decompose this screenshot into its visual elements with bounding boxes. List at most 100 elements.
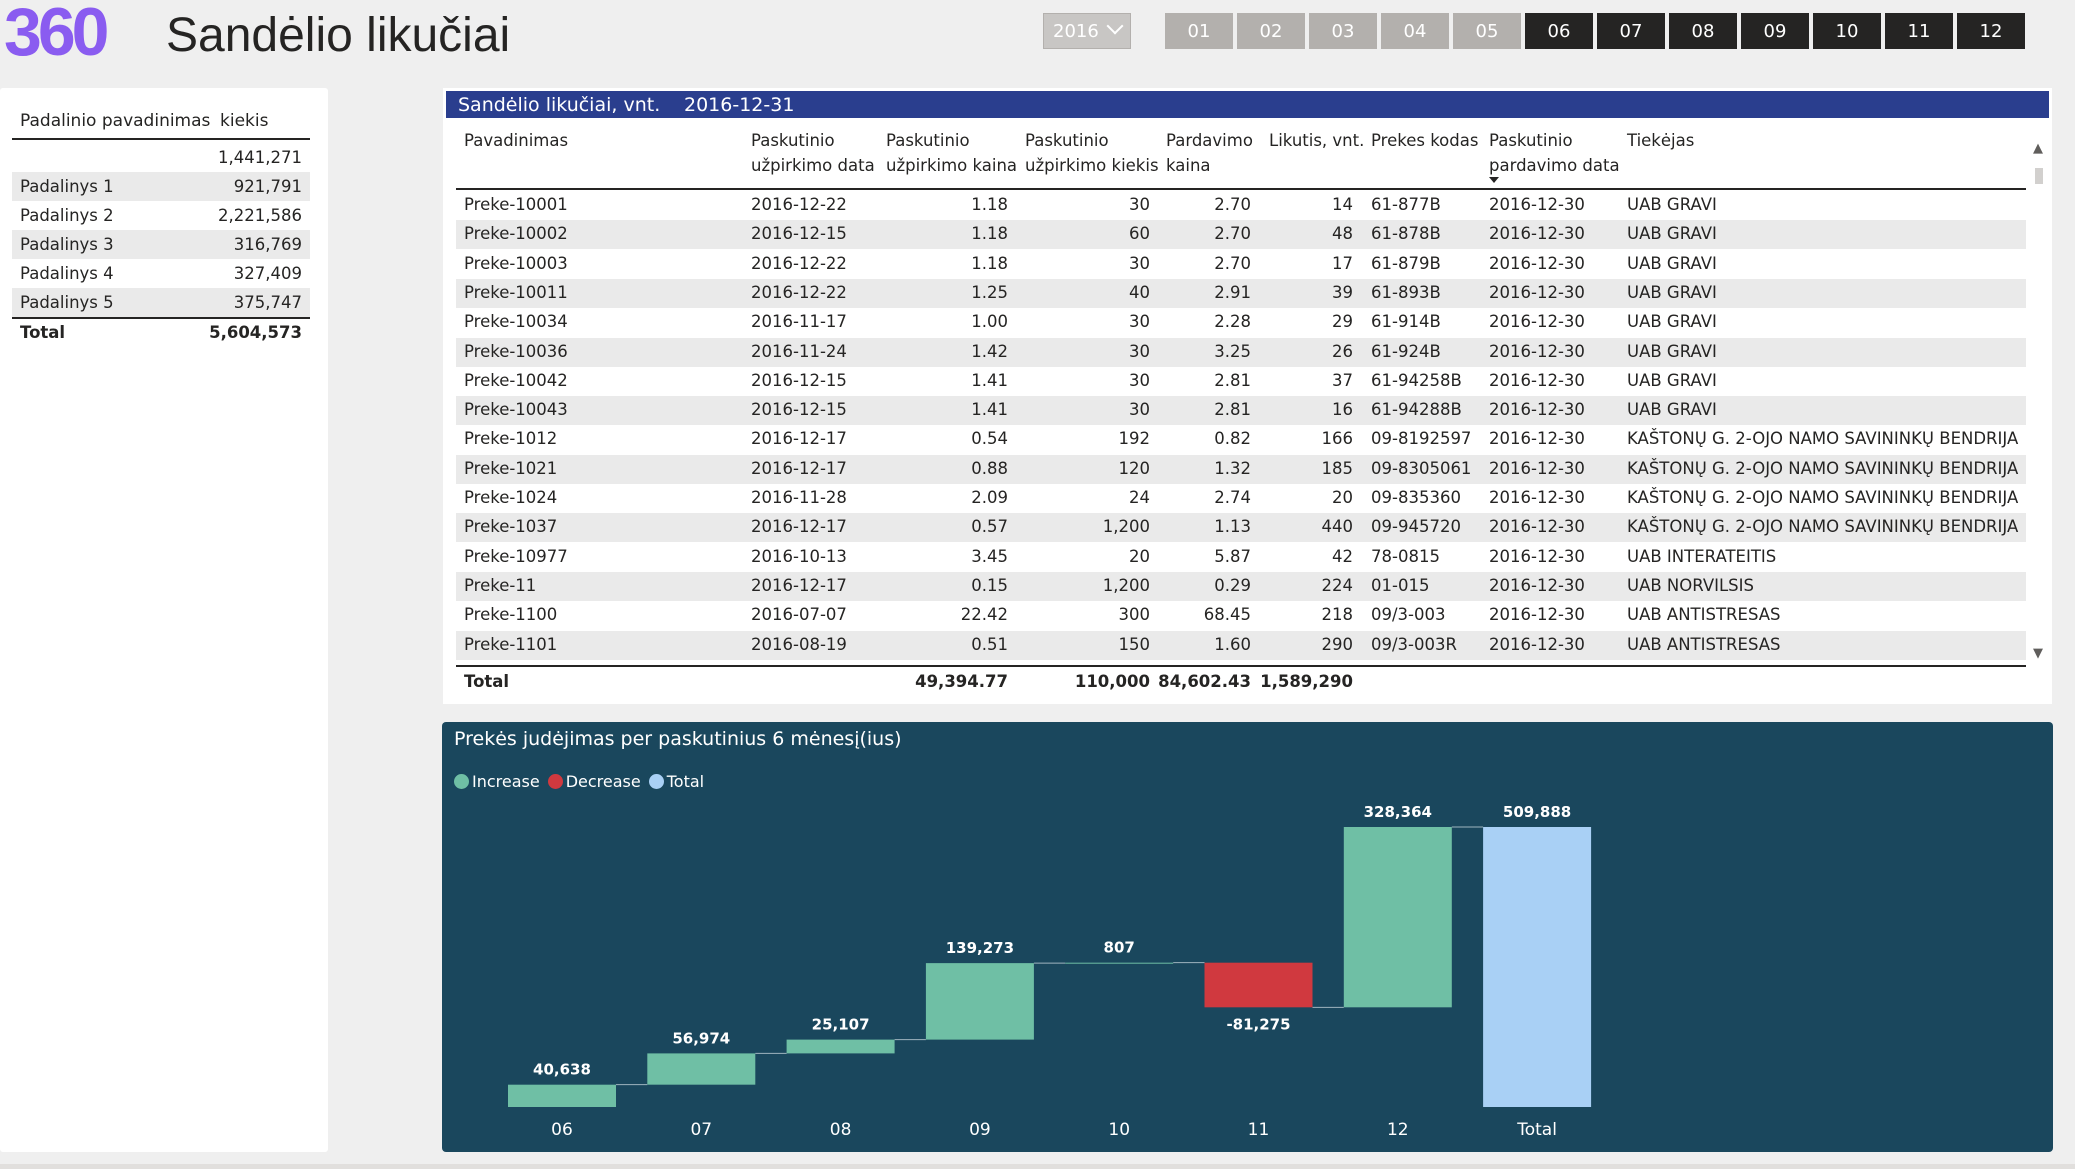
department-name: Padalinys 5: [20, 293, 114, 312]
month-button-04[interactable]: 04: [1381, 13, 1449, 49]
waterfall-bar-08[interactable]: [786, 1039, 895, 1054]
column-header[interactable]: Tiekėjas: [1627, 128, 1694, 153]
month-button-06[interactable]: 06: [1525, 13, 1593, 49]
column-header[interactable]: Paskutinio užpirkimo kiekis: [1025, 128, 1159, 178]
column-header[interactable]: Paskutinio pardavimo data: [1489, 128, 1620, 178]
table-cell: 48: [1332, 224, 1353, 243]
legend-item[interactable]: Decrease: [547, 772, 641, 791]
waterfall-bar-Total[interactable]: [1483, 827, 1592, 1107]
scroll-up-icon[interactable]: ▲: [2033, 141, 2043, 156]
table-cell: 440: [1321, 517, 1354, 536]
table-row[interactable]: Preke-10977 2016-10-13 3.45 20 5.87 42 78-0815…: [456, 543, 2026, 572]
table-row[interactable]: Preke-1021 2016-12-17 0.88 120 1.32 185 09-830…: [456, 455, 2026, 484]
table-cell: 2016-12-30: [1489, 429, 1585, 448]
table-cell: 3.25: [1214, 342, 1251, 361]
waterfall-bar-06[interactable]: [508, 1084, 616, 1107]
table-cell: 01-015: [1371, 576, 1430, 595]
column-header-qty[interactable]: kiekis: [220, 111, 269, 131]
data-label: 328,364: [1364, 803, 1432, 821]
table-cell: Preke-1021: [464, 459, 558, 478]
month-button-12[interactable]: 12: [1957, 13, 2025, 49]
waterfall-bar-11[interactable]: [1204, 962, 1313, 1008]
column-header[interactable]: Pardavimo kaina: [1166, 128, 1253, 178]
table-row[interactable]: Preke-10034 2016-11-17 1.00 30 2.28 29 61-914B…: [456, 308, 2026, 337]
column-header-line: Prekes kodas: [1371, 131, 1479, 150]
table-cell: Preke-10011: [464, 283, 568, 302]
table-row[interactable]: Preke-10042 2016-12-15 1.41 30 2.81 37 61-9425…: [456, 367, 2026, 396]
column-header[interactable]: Paskutinio užpirkimo kaina: [886, 128, 1017, 178]
scroll-down-icon[interactable]: ▼: [2033, 646, 2043, 661]
table-cell: 2016-12-30: [1489, 400, 1585, 419]
table-cell: 2016-12-30: [1489, 371, 1585, 390]
year-dropdown[interactable]: 2016: [1043, 13, 1131, 49]
department-row[interactable]: Padalinys 5 375,747: [12, 288, 310, 317]
table-cell: 3.45: [971, 547, 1008, 566]
month-button-08[interactable]: 08: [1669, 13, 1737, 49]
table-cell: 2016-12-30: [1489, 195, 1585, 214]
table-row[interactable]: Preke-10043 2016-12-15 1.41 30 2.81 16 61-9428…: [456, 396, 2026, 425]
month-button-03[interactable]: 03: [1309, 13, 1377, 49]
waterfall-bar-12[interactable]: [1343, 827, 1452, 1008]
table-row[interactable]: Preke-1024 2016-11-28 2.09 24 2.74 20 09-83536…: [456, 484, 2026, 513]
table-row[interactable]: Preke-10001 2016-12-22 1.18 30 2.70 14 61-877B…: [456, 191, 2026, 220]
x-axis-tick-label: 07: [690, 1120, 712, 1140]
table-cell: 61-94288B: [1371, 400, 1462, 419]
table-row[interactable]: Preke-10002 2016-12-15 1.18 60 2.70 48 61-878B…: [456, 220, 2026, 249]
data-label: 56,974: [672, 1029, 730, 1047]
table-cell: Preke-1012: [464, 429, 558, 448]
department-row[interactable]: Padalinys 1 921,791: [12, 172, 310, 201]
waterfall-bar-09[interactable]: [925, 963, 1034, 1040]
table-row[interactable]: Preke-1100 2016-07-07 22.42 300 68.45 218 09/3…: [456, 601, 2026, 630]
department-qty: 2,221,586: [218, 206, 302, 225]
table-row[interactable]: Preke-10036 2016-11-24 1.42 30 3.25 26 61-924B…: [456, 338, 2026, 367]
chart-title: Prekės judėjimas per paskutinius 6 mėnes…: [454, 728, 902, 750]
waterfall-bar-10[interactable]: [1065, 962, 1174, 964]
month-button-10[interactable]: 10: [1813, 13, 1881, 49]
column-header[interactable]: Likutis, vnt.: [1269, 128, 1364, 153]
table-cell: 0.88: [971, 459, 1008, 478]
table-row[interactable]: Preke-10003 2016-12-22 1.18 30 2.70 17 61-879B…: [456, 250, 2026, 279]
column-header[interactable]: Pavadinimas: [464, 128, 568, 153]
waterfall-bar-07[interactable]: [647, 1053, 756, 1085]
table-cell: Preke-10003: [464, 254, 568, 273]
table-cell: 2.09: [971, 488, 1008, 507]
table-cell: Preke-10042: [464, 371, 568, 390]
table-row[interactable]: Preke-10011 2016-12-22 1.25 40 2.91 39 61-893B…: [456, 279, 2026, 308]
month-button-02[interactable]: 02: [1237, 13, 1305, 49]
scrollbar-thumb[interactable]: [2035, 168, 2043, 184]
column-header[interactable]: Prekes kodas: [1371, 128, 1478, 153]
x-axis-tick-label: 12: [1387, 1120, 1409, 1140]
table-cell: UAB GRAVI: [1627, 224, 1717, 243]
table-cell: KAŠTONŲ G. 2-OJO NAMO SAVININKŲ BENDRIJA: [1627, 429, 2019, 448]
table-cell: 2016-12-30: [1489, 547, 1585, 566]
department-row[interactable]: Padalinys 4 327,409: [12, 259, 310, 288]
table-row[interactable]: Preke-1037 2016-12-17 0.57 1,200 1.13 440 09-9…: [456, 513, 2026, 542]
month-button-05[interactable]: 05: [1453, 13, 1521, 49]
department-row[interactable]: Padalinys 3 316,769: [12, 230, 310, 259]
month-button-01[interactable]: 01: [1165, 13, 1233, 49]
x-axis-tick-label: 10: [1108, 1120, 1130, 1140]
month-button-09[interactable]: 09: [1741, 13, 1809, 49]
department-row[interactable]: 1,441,271: [12, 143, 310, 172]
table-total-row: Total 49,394.77 110,000 84,602.43 1,589,290: [456, 668, 2026, 698]
table-row[interactable]: Preke-11 2016-12-17 0.15 1,200 0.29 224 01-015…: [456, 572, 2026, 601]
column-header-name[interactable]: Padalinio pavadinimas: [20, 111, 211, 131]
table-cell: UAB GRAVI: [1627, 283, 1717, 302]
department-row[interactable]: Padalinys 2 2,221,586: [12, 201, 310, 230]
legend-item[interactable]: Increase: [454, 772, 540, 791]
month-button-07[interactable]: 07: [1597, 13, 1665, 49]
table-cell: 192: [1118, 429, 1151, 448]
table-cell: 61-877B: [1371, 195, 1441, 214]
department-name: Padalinys 2: [20, 206, 114, 225]
table-cell: UAB GRAVI: [1627, 312, 1717, 331]
legend-item[interactable]: Total: [648, 772, 704, 791]
month-button-11[interactable]: 11: [1885, 13, 1953, 49]
table-cell: 17: [1332, 254, 1353, 273]
table-cell: 20: [1332, 488, 1353, 507]
table-cell: Preke-11: [464, 576, 537, 595]
table-row[interactable]: Preke-1012 2016-12-17 0.54 192 0.82 166 09-819…: [456, 425, 2026, 454]
table-row[interactable]: Preke-1101 2016-08-19 0.51 150 1.60 290 09/3-0…: [456, 631, 2026, 660]
table-cell: 2016-12-17: [751, 576, 847, 595]
column-header[interactable]: Paskutinio užpirkimo data: [751, 128, 875, 178]
